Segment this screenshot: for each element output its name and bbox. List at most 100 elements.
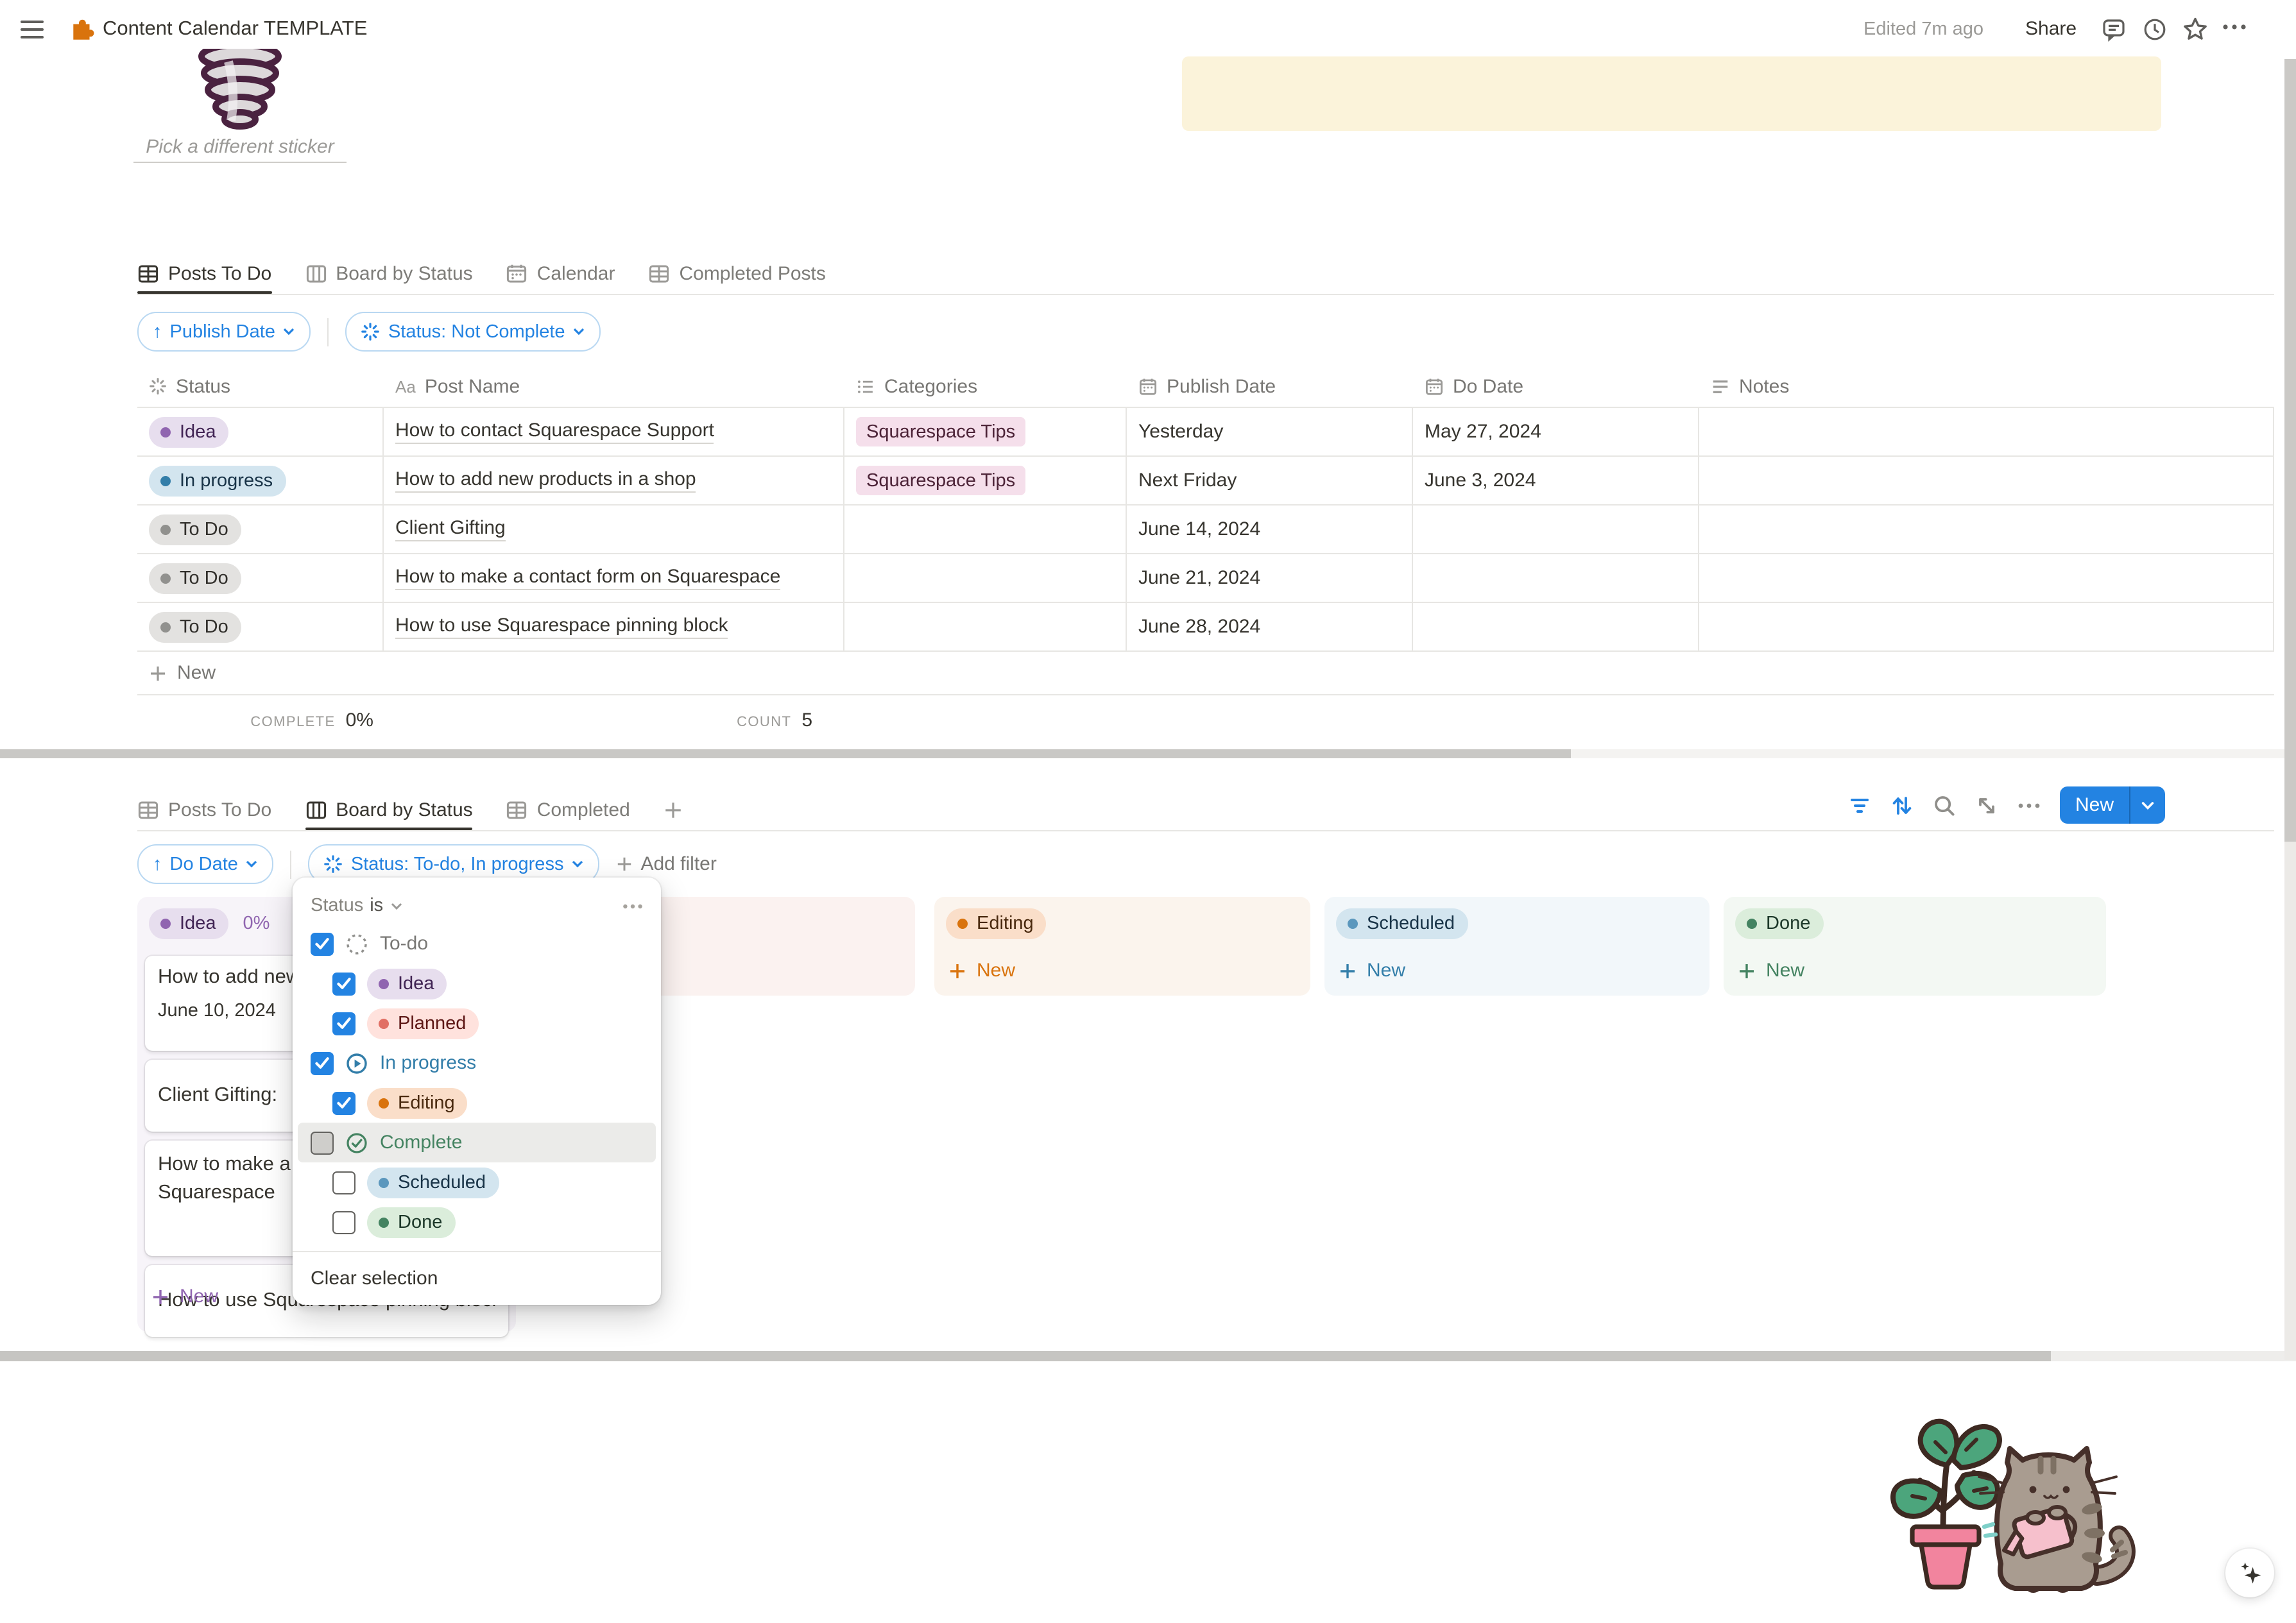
post-name-cell[interactable]: How to contact Squarespace Support bbox=[384, 408, 844, 455]
filter-option-planned[interactable]: Planned bbox=[293, 1003, 661, 1043]
new-button[interactable]: New bbox=[2060, 786, 2166, 824]
do-date-cell[interactable] bbox=[1413, 554, 1699, 602]
filter-option-to-do[interactable]: To-do bbox=[293, 924, 661, 964]
checkbox-checked[interactable] bbox=[332, 1012, 356, 1035]
page-sticker-image[interactable] bbox=[190, 49, 290, 133]
status-cell[interactable]: In progress bbox=[137, 457, 384, 504]
sort-icon[interactable] bbox=[1890, 794, 1914, 817]
column-header-status[interactable]: Status bbox=[137, 366, 384, 407]
filter-option-idea[interactable]: Idea bbox=[293, 964, 661, 1003]
post-name-cell[interactable]: Client Gifting bbox=[384, 506, 844, 553]
publish-date-cell[interactable]: Next Friday bbox=[1127, 457, 1413, 504]
expand-icon[interactable] bbox=[1975, 794, 1998, 817]
status-todo-inprogress-filter-pill[interactable]: Status: To-do, In progress bbox=[308, 844, 600, 884]
do-date-cell[interactable] bbox=[1413, 603, 1699, 650]
categories-cell[interactable] bbox=[844, 506, 1127, 553]
comments-icon[interactable] bbox=[2101, 17, 2127, 42]
filter-option-editing[interactable]: Editing bbox=[293, 1083, 661, 1123]
checkbox-checked[interactable] bbox=[311, 932, 334, 955]
filter-option-complete[interactable]: Complete bbox=[298, 1123, 656, 1162]
checkbox-unchecked[interactable] bbox=[332, 1171, 356, 1194]
share-button[interactable]: Share bbox=[2025, 18, 2077, 40]
board-column-header[interactable]: Editing bbox=[946, 908, 1047, 939]
status-cell[interactable]: To Do bbox=[137, 506, 384, 553]
categories-cell[interactable] bbox=[844, 603, 1127, 650]
page-vertical-scrollbar[interactable] bbox=[2284, 59, 2296, 1360]
checkbox-unchecked[interactable] bbox=[311, 1131, 334, 1154]
filter-menu-options-icon[interactable] bbox=[622, 903, 643, 909]
categories-cell[interactable]: Squarespace Tips bbox=[844, 408, 1127, 455]
tab-board-by-status[interactable]: Board by Status bbox=[305, 254, 473, 293]
do-date-cell[interactable]: May 27, 2024 bbox=[1413, 408, 1699, 455]
scrollbar-thumb[interactable] bbox=[2284, 59, 2296, 842]
do-date-cell[interactable]: June 3, 2024 bbox=[1413, 457, 1699, 504]
ai-assistant-button[interactable] bbox=[2225, 1549, 2274, 1597]
notes-cell[interactable] bbox=[1699, 506, 2274, 553]
status-cell[interactable]: Idea bbox=[137, 408, 384, 455]
filter-icon[interactable] bbox=[1848, 794, 1871, 817]
publish-date-cell[interactable]: June 14, 2024 bbox=[1127, 506, 1413, 553]
tab-board-by-status[interactable]: Board by Status bbox=[305, 790, 473, 830]
do-date-cell[interactable] bbox=[1413, 506, 1699, 553]
checkbox-checked[interactable] bbox=[311, 1051, 334, 1075]
count-aggregate[interactable]: COUNT 5 bbox=[737, 710, 812, 731]
pick-sticker-link[interactable]: Pick a different sticker bbox=[133, 136, 347, 163]
status-cell[interactable]: To Do bbox=[137, 603, 384, 650]
filter-menu-header[interactable]: Status is bbox=[293, 888, 661, 924]
status-cell[interactable]: To Do bbox=[137, 554, 384, 602]
checkbox-unchecked[interactable] bbox=[332, 1211, 356, 1234]
checkbox-checked[interactable] bbox=[332, 972, 356, 995]
column-header-post-name[interactable]: Aa Post Name bbox=[395, 375, 520, 397]
categories-cell[interactable]: Squarespace Tips bbox=[844, 457, 1127, 504]
post-name-cell[interactable]: How to add new products in a shop bbox=[384, 457, 844, 504]
add-view-button[interactable] bbox=[664, 790, 683, 829]
tab-completed-posts[interactable]: Completed Posts bbox=[648, 254, 826, 293]
favorite-star-icon[interactable] bbox=[2182, 15, 2209, 42]
filter-option-in-progress[interactable]: In progress bbox=[293, 1043, 661, 1083]
filter-option-scheduled[interactable]: Scheduled bbox=[293, 1162, 661, 1202]
board-column-new-button[interactable]: New bbox=[151, 1286, 218, 1307]
table-new-row-button[interactable]: New bbox=[137, 652, 2274, 695]
tab-calendar[interactable]: Calendar bbox=[506, 254, 615, 293]
page-title[interactable]: Content Calendar TEMPLATE bbox=[103, 18, 368, 40]
more-options-icon[interactable] bbox=[2222, 22, 2247, 32]
status-not-complete-filter-pill[interactable]: Status: Not Complete bbox=[345, 312, 601, 352]
filter-option-done[interactable]: Done bbox=[293, 1202, 661, 1242]
board-horizontal-scrollbar[interactable] bbox=[0, 1351, 2296, 1361]
sidebar-menu-icon[interactable] bbox=[21, 21, 44, 38]
scrollbar-thumb[interactable] bbox=[0, 749, 1571, 758]
view-options-icon[interactable] bbox=[2018, 801, 2041, 809]
search-icon[interactable] bbox=[1933, 794, 1956, 817]
sort-publish-date-pill[interactable]: ↑ Publish Date bbox=[137, 312, 311, 352]
column-header-categories[interactable]: Categories bbox=[844, 366, 1127, 407]
clear-selection-button[interactable]: Clear selection bbox=[311, 1268, 438, 1289]
column-header-do-date[interactable]: Do Date bbox=[1413, 366, 1699, 407]
board-column-new-button[interactable]: New bbox=[948, 960, 1015, 981]
board-column-header[interactable]: Scheduled bbox=[1336, 908, 1468, 939]
publish-date-cell[interactable]: June 21, 2024 bbox=[1127, 554, 1413, 602]
board-column-new-button[interactable]: New bbox=[1738, 960, 1804, 981]
history-clock-icon[interactable] bbox=[2142, 17, 2168, 42]
notes-cell[interactable] bbox=[1699, 457, 2274, 504]
notes-cell[interactable] bbox=[1699, 554, 2274, 602]
post-name-cell[interactable]: How to make a contact form on Squarespac… bbox=[384, 554, 844, 602]
column-header-publish-date[interactable]: Publish Date bbox=[1127, 366, 1413, 407]
sort-do-date-pill[interactable]: ↑ Do Date bbox=[137, 844, 274, 884]
callout-block[interactable] bbox=[1182, 56, 2161, 131]
scrollbar-thumb[interactable] bbox=[0, 1351, 2051, 1361]
checkbox-checked[interactable] bbox=[332, 1091, 356, 1114]
new-button-dropdown[interactable] bbox=[2129, 786, 2165, 824]
table-horizontal-scrollbar[interactable] bbox=[0, 749, 2296, 758]
board-column-header[interactable]: Idea 0% bbox=[149, 908, 270, 939]
puzzle-page-icon[interactable] bbox=[69, 15, 96, 42]
publish-date-cell[interactable]: June 28, 2024 bbox=[1127, 603, 1413, 650]
categories-cell[interactable] bbox=[844, 554, 1127, 602]
publish-date-cell[interactable]: Yesterday bbox=[1127, 408, 1413, 455]
tab-completed[interactable]: Completed bbox=[506, 790, 630, 829]
board-column-header[interactable]: Done bbox=[1735, 908, 1824, 939]
complete-aggregate[interactable]: COMPLETE 0% bbox=[250, 710, 373, 731]
board-column-new-button[interactable]: New bbox=[1339, 960, 1405, 981]
tab-posts-to-do[interactable]: Posts To Do bbox=[137, 254, 271, 294]
tab-posts-to-do[interactable]: Posts To Do bbox=[137, 790, 271, 829]
filter-operator-label[interactable]: is bbox=[370, 896, 384, 916]
